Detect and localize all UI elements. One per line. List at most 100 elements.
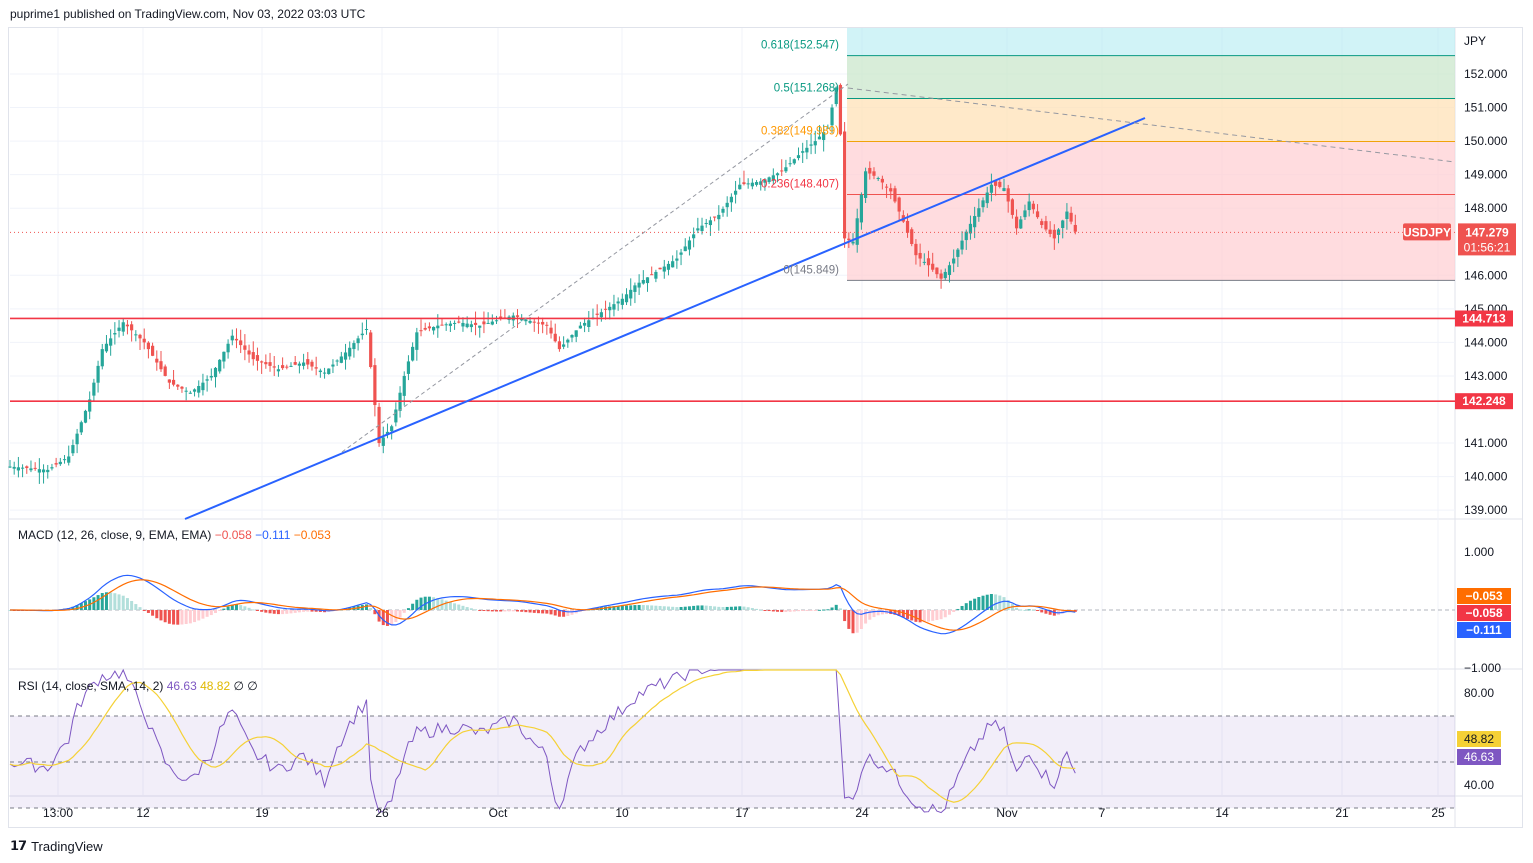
candle-body: [268, 362, 272, 366]
macd-histogram-bar: [994, 594, 998, 610]
macd-histogram-bar: [130, 600, 134, 610]
footer-brand: TradingView: [31, 838, 103, 854]
macd-histogram-bar: [566, 610, 570, 617]
candle-body: [780, 170, 784, 172]
candle-body: [683, 246, 687, 252]
candle-body: [654, 271, 658, 279]
macd-histogram-bar: [658, 605, 662, 610]
candle-body: [192, 389, 197, 392]
candle-body: [851, 241, 855, 244]
macd-histogram-bar: [843, 610, 847, 622]
candle-body: [977, 208, 981, 217]
macd-histogram-bar: [276, 610, 280, 615]
candle-body: [411, 346, 415, 361]
macd-histogram-bar: [557, 610, 561, 617]
candle-body: [201, 382, 205, 391]
macd-histogram-bar: [742, 606, 746, 610]
macd-histogram-bar: [306, 610, 310, 612]
macd-histogram-bar: [134, 604, 138, 610]
candle-body: [692, 234, 696, 239]
candle-body: [578, 325, 582, 329]
candle-body: [209, 375, 213, 378]
candle-body: [645, 277, 650, 284]
macd-histogram-bar: [725, 606, 729, 610]
macd-histogram-bar: [146, 610, 150, 613]
candle-body: [641, 279, 645, 284]
tradingview-logo-icon: 𝟭𝟳: [10, 838, 27, 853]
candle-body: [671, 261, 675, 268]
macd-histogram-bar: [453, 603, 457, 610]
candle-body: [826, 127, 830, 129]
macd-histogram-bar: [457, 604, 461, 610]
macd-histogram-bar: [251, 609, 255, 611]
rsi-legend-value: 48.82: [200, 679, 233, 693]
macd-histogram-bar: [260, 610, 264, 612]
macd-histogram-bar: [1002, 597, 1006, 610]
candle-body: [675, 258, 679, 261]
macd-histogram-bar: [834, 604, 838, 610]
macd-histogram-bar: [696, 605, 700, 610]
candle-body: [54, 463, 58, 465]
macd-histogram-bar: [402, 610, 406, 613]
candle-body: [935, 267, 939, 275]
macd-histogram-bar: [528, 610, 532, 613]
macd-histogram-bar: [964, 603, 968, 610]
fibonacci-zones: [847, 28, 1455, 281]
candle-body: [1010, 199, 1014, 215]
candle-body: [314, 367, 318, 369]
candle-body: [1073, 224, 1077, 232]
candle-body: [843, 131, 847, 239]
candle-body: [528, 320, 532, 323]
macd-histogram-bar: [985, 594, 989, 610]
fib-zone: [847, 194, 1455, 281]
candle-body: [650, 274, 654, 276]
candle-body: [817, 136, 822, 140]
candle-body: [918, 252, 922, 259]
candle-body: [889, 188, 893, 192]
macd-histogram-bar: [209, 610, 213, 616]
candle-body: [50, 467, 54, 469]
macd-histogram-bar: [92, 597, 96, 610]
candle-body: [41, 469, 46, 473]
y-tick-label: 141.000: [1464, 436, 1508, 450]
macd-value-tag: −0.058: [1457, 605, 1511, 621]
candle-body: [92, 382, 96, 396]
macd-histogram-bar: [490, 610, 494, 612]
macd-legend-value: −0.111: [255, 528, 294, 542]
macd-histogram-bar: [96, 595, 100, 610]
candle-body: [218, 359, 222, 372]
candle-body: [482, 321, 486, 325]
macd-histogram-bar: [683, 606, 687, 610]
macd-histogram-bar: [205, 610, 209, 617]
candle-body: [876, 178, 880, 180]
candle-body: [348, 347, 352, 357]
y-tick-label: 144.000: [1464, 335, 1508, 349]
candle-body: [432, 326, 436, 331]
candle-body: [880, 178, 884, 183]
x-tick-label: Oct: [489, 806, 508, 820]
candle-body: [721, 208, 725, 213]
candle-body: [587, 320, 591, 327]
macd-histogram-bar: [511, 610, 515, 612]
candle-body: [746, 183, 750, 185]
macd-histogram-bar: [562, 610, 566, 617]
candle-body: [213, 367, 218, 378]
candle-body: [868, 167, 872, 174]
candle-body: [771, 175, 775, 181]
macd-histogram-bar: [364, 604, 368, 610]
macd-histogram-bar: [151, 610, 155, 616]
candle-body: [96, 365, 100, 383]
rsi-tag-bg: [1457, 749, 1501, 765]
macd-histogram-bar: [780, 610, 784, 613]
candle-body: [226, 343, 230, 353]
macd-histogram-bar: [813, 610, 817, 611]
macd-histogram-bar: [394, 610, 398, 622]
candle-body: [960, 240, 964, 250]
candle-body: [952, 258, 956, 264]
macd-histogram-bar: [847, 610, 851, 629]
level-tag-bg: [1455, 310, 1513, 327]
macd-histogram-bar: [289, 610, 293, 614]
candle-body: [83, 410, 88, 423]
candle-body: [276, 369, 281, 372]
